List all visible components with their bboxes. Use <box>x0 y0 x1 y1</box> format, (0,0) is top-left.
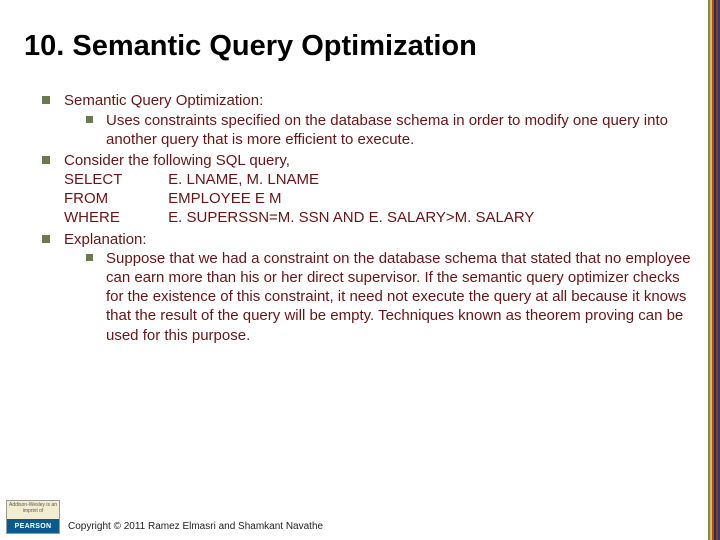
slide-content: 10. Semantic Query Optimization Semantic… <box>24 30 694 347</box>
slide-title: 10. Semantic Query Optimization <box>24 30 694 63</box>
logo-imprint-text: Addison-Wesley is an imprint of <box>7 501 59 519</box>
bullet-item-explanation: Explanation: Suppose that we had a const… <box>42 230 694 345</box>
sql-intro: Consider the following SQL query, <box>64 152 290 169</box>
sql-where-kw: WHERE <box>64 208 164 227</box>
sub-bullet-definition: Uses constraints specified on the databa… <box>86 111 694 149</box>
decorative-edge-stripe <box>708 0 720 540</box>
sql-where-val: E. SUPERSSN=M. SSN AND E. SALARY>M. SALA… <box>168 209 534 226</box>
bullet-item-definition: Semantic Query Optimization: Uses constr… <box>42 91 694 149</box>
bullet-heading: Semantic Query Optimization: <box>64 92 263 109</box>
sql-from-kw: FROM <box>64 189 164 208</box>
sql-select-val: E. LNAME, M. LNAME <box>168 171 319 188</box>
logo-brand-text: PEARSON <box>7 519 59 533</box>
bullet-item-sql: Consider the following SQL query, SELECT… <box>42 151 694 228</box>
bullet-list: Semantic Query Optimization: Uses constr… <box>24 91 694 344</box>
sql-from-val: EMPLOYEE E M <box>168 190 281 207</box>
explanation-heading: Explanation: <box>64 231 147 248</box>
sub-bullet-explanation: Suppose that we had a constraint on the … <box>86 249 694 345</box>
publisher-logo: Addison-Wesley is an imprint of PEARSON <box>6 500 60 534</box>
slide-footer: Addison-Wesley is an imprint of PEARSON … <box>6 500 323 534</box>
copyright-text: Copyright © 2011 Ramez Elmasri and Shamk… <box>68 521 323 534</box>
sql-select-kw: SELECT <box>64 170 164 189</box>
